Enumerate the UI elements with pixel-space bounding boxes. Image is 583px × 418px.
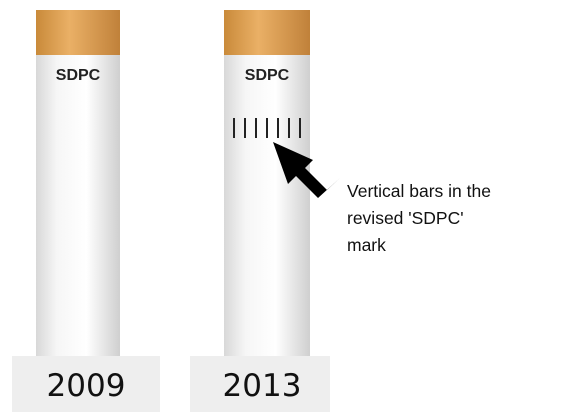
cigarette-2009: SDPC 2009 [12, 10, 160, 412]
year-label: 2009 [47, 368, 126, 404]
filter [36, 10, 120, 55]
annotation-line: mark [347, 235, 386, 255]
year-label: 2013 [223, 368, 302, 404]
illustration: SDPC 2009 SDPC 2013 Vertical bars in the… [0, 0, 583, 418]
sdpc-mark: SDPC [56, 67, 101, 84]
filter [224, 10, 310, 55]
annotation: Vertical bars in the revised 'SDPC' mark [347, 181, 491, 255]
annotation-line: Vertical bars in the [347, 181, 491, 201]
sdpc-mark: SDPC [245, 67, 290, 84]
annotation-line: revised 'SDPC' [347, 208, 464, 228]
cigarette-body [224, 10, 310, 356]
cigarette-2013: SDPC 2013 [190, 10, 330, 412]
cigarette-body [36, 10, 120, 356]
